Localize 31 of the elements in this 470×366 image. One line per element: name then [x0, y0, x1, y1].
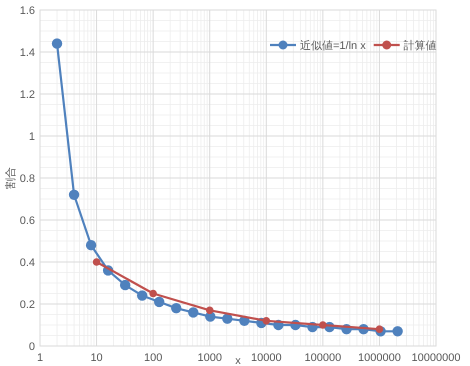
point [154, 296, 164, 308]
x-tick-label: 100000 [304, 352, 342, 364]
legend-label: 近似値=1/ln x [300, 39, 366, 52]
x-axis-title: x [235, 355, 242, 366]
legend-label: 計算値 [404, 39, 437, 52]
y-tick-label: 0 [28, 341, 35, 353]
point [171, 303, 182, 314]
y-tick-label: 1.6 [20, 5, 35, 17]
x-tick-label: 10 [90, 352, 103, 364]
x-tick-label: 10000000 [412, 352, 460, 364]
x-tick-label: 1 [36, 352, 44, 364]
point [222, 314, 233, 324]
y-axis-title: 割合 [4, 167, 17, 189]
point [86, 240, 96, 250]
point [188, 307, 198, 318]
y-tick-label: 1.2 [20, 89, 35, 101]
y-tick-label: 1 [28, 131, 35, 143]
x-tick-label: 1000 [197, 352, 222, 364]
point [52, 38, 62, 49]
point [136, 290, 148, 301]
x-tick-label: 1000000 [358, 352, 401, 364]
y-tick-label: 1.4 [20, 47, 35, 59]
point [120, 280, 130, 290]
point [68, 190, 80, 200]
y-tick-label: 0.8 [20, 173, 35, 185]
y-tick-label: 0.6 [20, 215, 35, 227]
x-tick-label: 10000 [250, 352, 282, 364]
y-tick-label: 0.4 [20, 257, 35, 269]
x-tick-label: 100 [144, 352, 162, 364]
y-tick-label: 0.2 [20, 299, 35, 311]
point [392, 326, 403, 336]
